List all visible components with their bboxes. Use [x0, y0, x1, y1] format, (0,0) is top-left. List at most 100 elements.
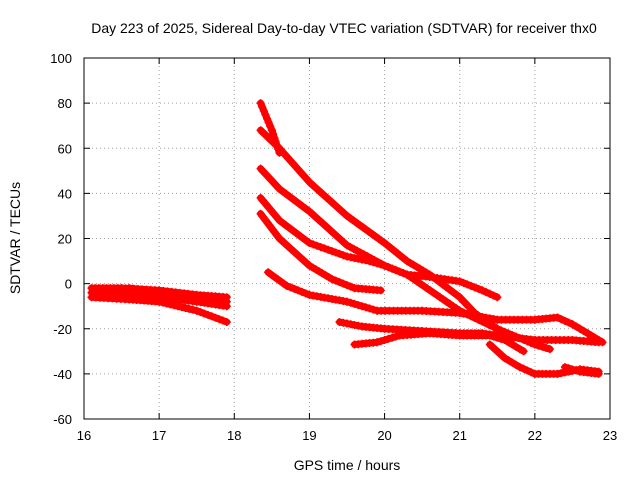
data-point	[328, 247, 336, 256]
data-point	[594, 369, 603, 378]
y-tick-label: 60	[58, 141, 72, 156]
data-point	[282, 281, 291, 290]
data-point	[553, 313, 562, 322]
data-point	[354, 254, 363, 263]
data-point	[269, 130, 278, 138]
data-point	[564, 318, 573, 327]
data-point	[568, 365, 577, 374]
data-point	[459, 278, 468, 287]
data-point	[312, 241, 321, 250]
data-point	[598, 338, 607, 347]
data-point	[286, 283, 295, 292]
data-point	[538, 342, 547, 351]
series-arc-4	[125, 284, 231, 306]
data-point	[391, 332, 400, 341]
data-point	[301, 289, 310, 298]
data-point	[343, 252, 351, 261]
chart-title: Day 223 of 2025, Sidereal Day-to-day VTE…	[91, 20, 597, 36]
data-point	[158, 289, 167, 298]
data-point	[192, 306, 201, 315]
y-tick-label: 40	[58, 186, 72, 201]
data-point	[309, 240, 318, 249]
x-tick-label: 21	[452, 428, 466, 443]
data-point	[335, 278, 344, 287]
data-point	[467, 281, 475, 290]
data-point	[173, 292, 182, 301]
data-point	[373, 338, 382, 347]
data-point	[478, 286, 487, 295]
data-point	[354, 321, 363, 330]
data-point	[455, 277, 464, 286]
data-point	[204, 310, 212, 319]
data-point	[523, 366, 532, 375]
data-point	[519, 364, 528, 373]
data-point	[290, 284, 299, 293]
data-point	[365, 257, 374, 266]
data-point	[489, 291, 498, 300]
series-arc-3	[87, 293, 231, 326]
data-point	[263, 114, 271, 123]
data-point	[361, 303, 370, 312]
data-point	[463, 280, 472, 289]
series-arc-10	[264, 268, 562, 324]
data-point	[380, 261, 389, 270]
y-tick-label: -20	[53, 322, 72, 337]
data-point	[354, 301, 363, 310]
data-point	[328, 275, 336, 284]
data-point	[489, 332, 498, 341]
data-point	[185, 304, 194, 313]
data-point	[545, 345, 554, 354]
data-point	[324, 245, 333, 254]
x-tick-label: 20	[377, 428, 391, 443]
data-point	[527, 368, 536, 377]
data-point	[155, 297, 164, 306]
data-point	[181, 294, 190, 303]
data-point	[346, 320, 355, 329]
data-point	[346, 253, 355, 262]
data-point	[166, 300, 175, 309]
series-arc-12	[350, 329, 528, 356]
data-point	[493, 333, 502, 342]
data-point	[384, 334, 393, 343]
data-point	[365, 304, 374, 313]
data-point	[339, 279, 348, 288]
data-point	[258, 103, 267, 111]
data-point	[388, 264, 397, 273]
data-point	[388, 333, 397, 342]
x-tick-label: 19	[302, 428, 316, 443]
data-point	[170, 301, 179, 310]
data-point	[297, 287, 306, 296]
data-point	[542, 343, 551, 352]
data-point	[335, 249, 344, 258]
data-point	[219, 316, 227, 325]
data-point	[222, 297, 231, 306]
x-axis-label: GPS time / hours	[294, 457, 401, 473]
data-point	[331, 276, 340, 285]
plot-frame	[83, 57, 611, 420]
data-point	[215, 315, 224, 324]
data-point	[376, 337, 385, 346]
data-point	[350, 299, 359, 308]
y-axis-label: SDTVAR / TECUs	[7, 182, 23, 294]
data-point	[173, 302, 182, 311]
data-point	[564, 364, 573, 373]
x-tick-label: 18	[227, 428, 241, 443]
data-point	[515, 363, 524, 372]
data-point	[361, 256, 370, 265]
data-point	[305, 239, 314, 247]
series-arc-9	[256, 209, 385, 295]
data-point	[181, 304, 190, 312]
data-point	[177, 293, 186, 302]
data-point	[470, 283, 479, 292]
y-tick-label: -40	[53, 367, 72, 382]
series-arc-14	[553, 313, 607, 347]
data-point	[207, 312, 216, 321]
data-point	[166, 291, 175, 300]
data-point	[162, 299, 171, 308]
data-point	[485, 321, 494, 330]
y-tick-label: 0	[65, 277, 72, 292]
data-point	[222, 318, 231, 326]
data-point	[373, 259, 382, 268]
data-series	[87, 99, 607, 378]
